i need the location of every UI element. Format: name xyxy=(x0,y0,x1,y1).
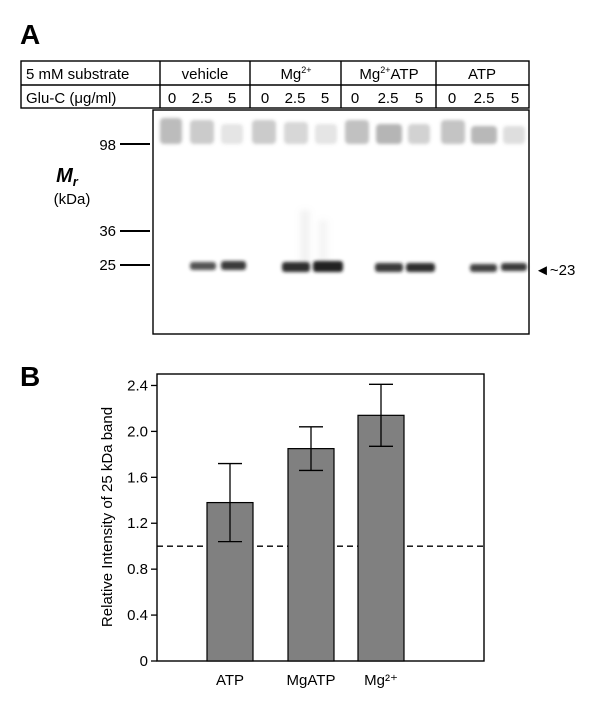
x-tick-label: Mg²⁺ xyxy=(364,672,398,689)
bar xyxy=(357,414,405,662)
error-bar xyxy=(218,462,242,543)
dose-label: 2.5 xyxy=(474,90,495,107)
dose-label: 0 xyxy=(351,90,359,107)
y-tick-label: 0 xyxy=(140,653,148,670)
marker-36-label: 36 xyxy=(99,223,116,240)
group-label-mg: Mg2+ xyxy=(280,65,311,83)
dose-label: 5 xyxy=(511,90,519,107)
y-tick-label: 1.2 xyxy=(127,515,148,532)
y-tick-label: 2.0 xyxy=(127,423,148,440)
kda-label: (kDa) xyxy=(54,191,91,208)
x-tick-label: ATP xyxy=(216,672,244,689)
dose-label: 0 xyxy=(261,90,269,107)
substrate-label: 5 mM substrate xyxy=(26,66,129,83)
band-annotation: ◄~23 xyxy=(535,262,575,279)
dose-label: 5 xyxy=(321,90,329,107)
dose-label: 5 xyxy=(228,90,236,107)
panel-b-label: B xyxy=(20,361,40,392)
dose-label: 2.5 xyxy=(192,90,213,107)
group-label-vehicle: vehicle xyxy=(182,66,229,83)
y-tick-label: 0.4 xyxy=(127,607,148,624)
error-bar xyxy=(299,426,323,472)
group-label-mg-atp: Mg2+ATP xyxy=(359,65,418,83)
dose-label: 5 xyxy=(415,90,423,107)
group-label-atp: ATP xyxy=(468,66,496,83)
error-bar xyxy=(369,383,393,447)
bar xyxy=(287,448,335,662)
y-tick-label: 0.8 xyxy=(127,561,148,578)
dose-label: 0 xyxy=(168,90,176,107)
glu-c-label: Glu-C (μg/ml) xyxy=(26,90,116,107)
panel-a-label: A xyxy=(20,19,40,50)
marker-25-label: 25 xyxy=(99,257,116,274)
lane-header-table: 5 mM substrate Glu-C (μg/ml) vehicle Mg2… xyxy=(20,60,530,109)
dose-label: 2.5 xyxy=(285,90,306,107)
dose-label: 0 xyxy=(448,90,456,107)
y-tick-label: 1.6 xyxy=(127,469,148,486)
x-tick-label: MgATP xyxy=(287,672,336,689)
dose-label: 2.5 xyxy=(378,90,399,107)
mr-label: Mr xyxy=(56,165,79,189)
marker-98-label: 98 xyxy=(99,137,116,154)
bar-chart: 0 0.4 0.8 1.2 1.6 2.0 2.4 ATP MgATP Mg²⁺ Relativ… xyxy=(99,373,485,689)
y-tick-label: 2.4 xyxy=(127,377,148,394)
mw-markers: 98 36 25 xyxy=(99,137,150,274)
y-axis-label: Relative Intensity of 25 kDa band xyxy=(99,407,116,627)
gel-image xyxy=(152,109,530,335)
